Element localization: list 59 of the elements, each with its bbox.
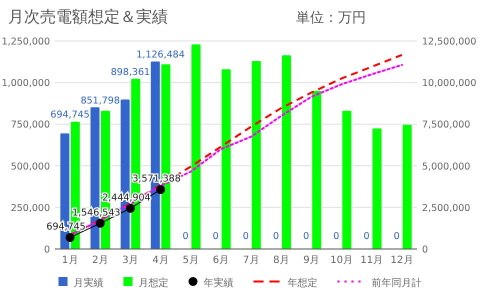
data-label: 694,745 <box>50 110 90 121</box>
x-tick-label: 2月 <box>92 255 108 266</box>
data-label: 0 <box>303 231 310 242</box>
data-label: 0 <box>212 231 219 242</box>
point <box>156 185 166 194</box>
y-tick-label: 750,000 <box>10 120 50 131</box>
bar <box>222 69 231 249</box>
x-tick-label: 8月 <box>273 255 290 266</box>
x-tick-label: 12月 <box>390 255 414 266</box>
data-label: 3,571,388 <box>132 174 181 185</box>
bar <box>252 60 261 249</box>
y2-tick-label: 2,500,000 <box>422 202 470 214</box>
x-tick-label: 3月 <box>122 255 139 266</box>
text: 単位：万円 <box>296 10 366 26</box>
x-tick-label: 1月 <box>62 255 78 266</box>
data-label: 694,745 <box>46 221 86 232</box>
data-label: 0 <box>394 231 400 242</box>
y-tick-label: 1,250,000 <box>2 36 50 48</box>
y2-tick-label: 5,000,000 <box>422 161 470 172</box>
x-tick-label: 4月 <box>152 255 169 266</box>
y2-tick-label: 7,500,000 <box>422 120 470 131</box>
bar <box>372 128 382 249</box>
data-label: 0 <box>182 231 189 242</box>
x-tick-label: 7月 <box>242 255 260 266</box>
y-tick-label: 0 <box>44 244 50 256</box>
chart-title: 月次売電額想定＆実績 <box>8 7 168 26</box>
point <box>66 232 75 242</box>
data-label: 1,126,484 <box>136 50 185 61</box>
x-tick-label: 6月 <box>212 255 230 266</box>
data-label: 0 <box>363 231 370 242</box>
data-label: 2,444,904 <box>102 192 151 204</box>
y-tick-label: 1,000,000 <box>2 78 50 90</box>
data-label: 1,546,543 <box>72 207 120 218</box>
bar <box>282 55 291 249</box>
x-tick-label: 9月 <box>303 255 320 266</box>
bar <box>312 90 322 249</box>
y-tick-label: 250,000 <box>10 202 50 214</box>
x-tick-label: 10月 <box>330 255 353 266</box>
bar <box>192 44 200 249</box>
legend-label: 年想定 <box>288 277 318 289</box>
x-tick-label: 11月 <box>360 255 384 266</box>
data-label: 0 <box>272 231 280 242</box>
y-tick-label: 500,000 <box>10 161 50 172</box>
bar <box>402 124 412 249</box>
data-label: 851,798 <box>80 95 120 106</box>
data-label: 0 <box>242 231 249 242</box>
point <box>126 204 135 213</box>
data-label: 0 <box>333 231 340 242</box>
legend-label: 前年同月計 <box>372 277 422 289</box>
legend-label: 月想定 <box>138 277 168 289</box>
data-label: 898,361 <box>110 66 150 78</box>
y2-tick-label: 10,000,000 <box>422 78 476 90</box>
legend-label: 年実績 <box>204 277 234 289</box>
legend-label: 月実績 <box>74 277 104 289</box>
y2-tick-label: 0 <box>422 244 428 256</box>
bar <box>342 110 352 249</box>
x-tick-label: 5月 <box>182 255 199 266</box>
point <box>96 218 105 228</box>
y2-tick-label: 12,500,000 <box>422 36 476 48</box>
